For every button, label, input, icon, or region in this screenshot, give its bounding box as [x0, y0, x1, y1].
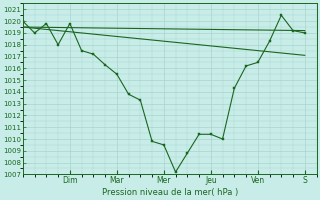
X-axis label: Pression niveau de la mer( hPa ): Pression niveau de la mer( hPa )	[101, 188, 238, 197]
